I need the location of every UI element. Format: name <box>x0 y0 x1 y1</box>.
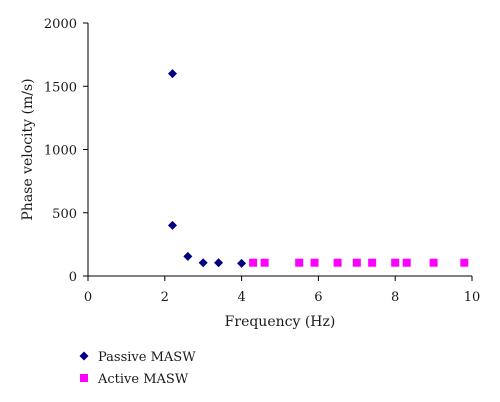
data-point-active <box>402 258 411 267</box>
y-axis-ticks: 0 500 1000 1500 2000 <box>44 17 88 285</box>
series-passive-masw <box>167 69 247 268</box>
y-tick-label: 2000 <box>44 17 77 32</box>
data-point-active <box>368 258 377 267</box>
y-tick-label: 500 <box>52 207 77 222</box>
legend-label-passive: Passive MASW <box>98 350 196 365</box>
data-point-passive <box>167 220 177 230</box>
series-active-masw <box>249 258 469 267</box>
data-point-active <box>310 258 319 267</box>
data-point-active <box>295 258 304 267</box>
legend-marker-active-square <box>80 374 88 382</box>
data-point-active <box>460 258 469 267</box>
x-tick-label: 10 <box>464 290 481 305</box>
data-point-passive <box>198 258 208 268</box>
data-point-passive <box>214 258 224 268</box>
x-tick-label: 6 <box>314 290 322 305</box>
data-point-active <box>260 258 269 267</box>
data-point-passive <box>183 251 193 261</box>
legend-marker-passive-diamond <box>79 351 89 361</box>
plot-frame <box>87 23 472 277</box>
data-point-active <box>429 258 438 267</box>
data-point-active <box>333 258 342 267</box>
legend-item-active: Active MASW <box>80 372 189 387</box>
y-tick-label: 0 <box>69 270 77 285</box>
y-tick-label: 1000 <box>44 144 77 159</box>
data-point-active <box>249 258 258 267</box>
x-axis-title: Frequency (Hz) <box>225 314 336 330</box>
y-axis-title: Phase velocity (m/s) <box>20 78 36 220</box>
x-tick-label: 8 <box>391 290 399 305</box>
data-series <box>167 69 469 268</box>
legend-label-active: Active MASW <box>97 372 189 387</box>
x-tick-label: 2 <box>161 290 169 305</box>
x-axis-ticks: 0 2 4 6 8 10 <box>84 276 480 305</box>
legend-item-passive: Passive MASW <box>79 350 196 365</box>
data-point-active <box>352 258 361 267</box>
x-tick-label: 0 <box>84 290 92 305</box>
legend: Passive MASW Active MASW <box>79 350 196 387</box>
x-tick-label: 4 <box>237 290 245 305</box>
y-tick-label: 1500 <box>44 80 77 95</box>
data-point-passive <box>237 258 247 268</box>
data-point-active <box>391 258 400 267</box>
data-point-passive <box>167 69 177 79</box>
